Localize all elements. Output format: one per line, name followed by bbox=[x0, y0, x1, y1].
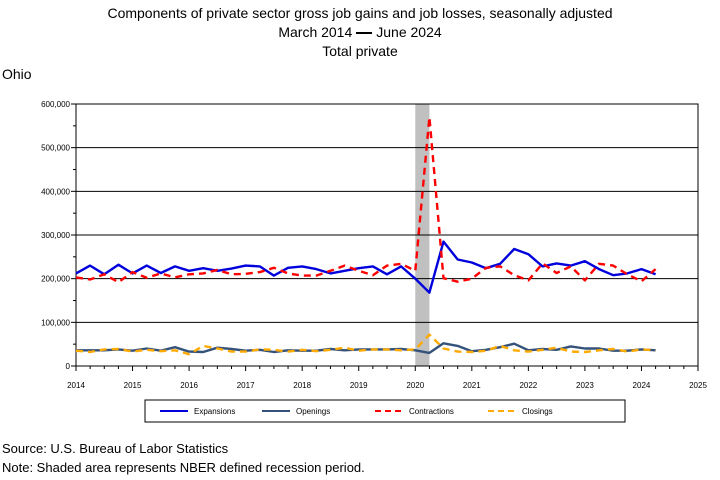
chart-subtitle: Total private bbox=[322, 43, 398, 59]
x-tick-label: 2014 bbox=[67, 381, 85, 390]
x-tick-label: 2017 bbox=[237, 381, 255, 390]
x-tick-label: 2022 bbox=[519, 381, 537, 390]
y-tick-label: 400,000 bbox=[41, 187, 70, 196]
chart-date-range: March 2014 June 2024 bbox=[0, 23, 720, 41]
legend-label-openings: Openings bbox=[296, 407, 330, 416]
legend-label-contractions: Contractions bbox=[409, 407, 454, 416]
y-tick-label: 300,000 bbox=[41, 231, 70, 240]
x-tick-label: 2020 bbox=[406, 381, 424, 390]
x-tick-label: 2021 bbox=[463, 381, 481, 390]
region-label: Ohio bbox=[2, 66, 32, 82]
date-range-end: June 2024 bbox=[376, 24, 442, 40]
x-tick-label: 2023 bbox=[576, 381, 594, 390]
y-tick-label: 600,000 bbox=[41, 100, 70, 109]
legend-label-closings: Closings bbox=[522, 407, 553, 416]
series-line-expansions bbox=[75, 240, 657, 294]
plot-frame bbox=[75, 103, 699, 367]
source-note: Source: U.S. Bureau of Labor Statistics bbox=[2, 441, 229, 456]
dash-line-icon bbox=[356, 32, 373, 35]
x-tick-label: 2015 bbox=[124, 381, 142, 390]
y-tick-label: 0 bbox=[66, 362, 71, 371]
x-tick-label: 2018 bbox=[293, 381, 311, 390]
x-tick-label: 2016 bbox=[180, 381, 198, 390]
x-tick-label: 2019 bbox=[350, 381, 368, 390]
chart-title: Components of private sector gross job g… bbox=[107, 5, 613, 21]
x-tick-label: 2024 bbox=[633, 381, 651, 390]
series-line-closings bbox=[75, 333, 656, 356]
x-tick-label: 2025 bbox=[689, 381, 707, 390]
series-line-contractions bbox=[75, 115, 657, 284]
recession-note: Note: Shaded area represents NBER define… bbox=[2, 460, 365, 475]
y-tick-label: 200,000 bbox=[41, 275, 70, 284]
legend-label-expansions: Expansions bbox=[194, 407, 235, 416]
y-tick-label: 100,000 bbox=[41, 318, 70, 327]
series-line-openings bbox=[76, 342, 656, 355]
date-range-start: March 2014 bbox=[278, 24, 353, 40]
y-tick-label: 500,000 bbox=[41, 144, 70, 153]
